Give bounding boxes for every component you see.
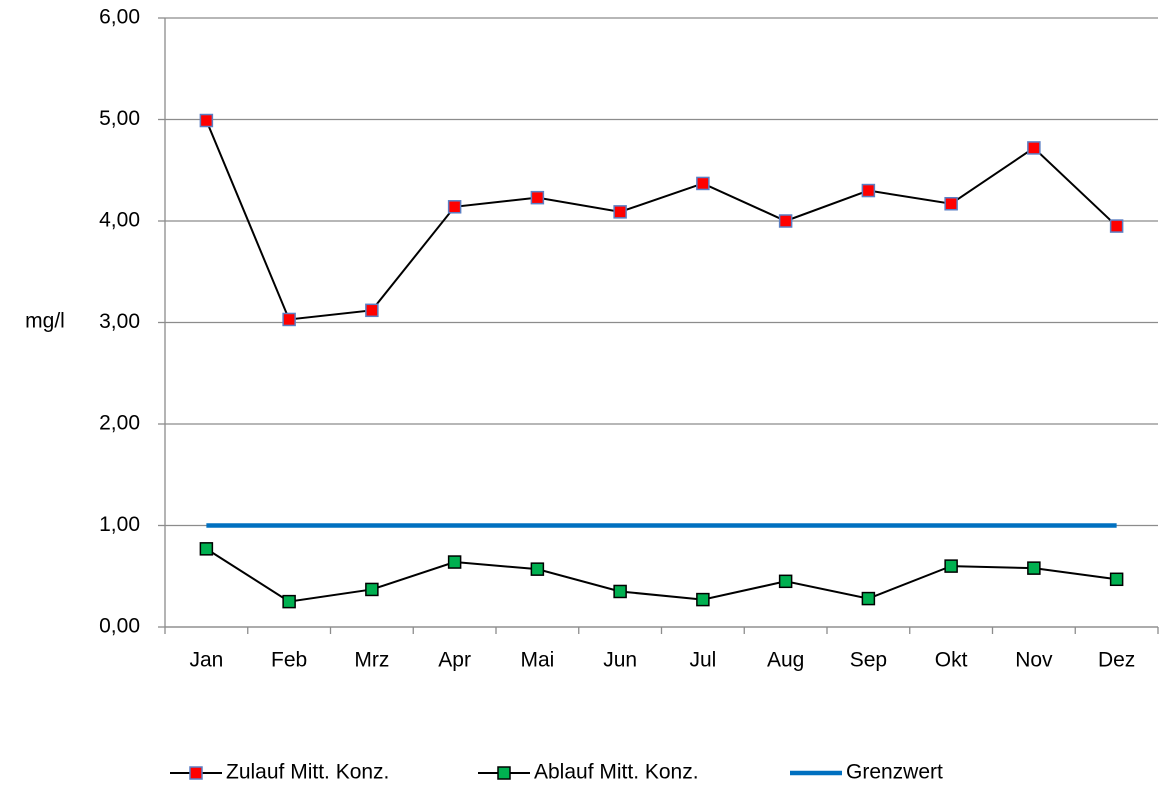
data-point bbox=[778, 574, 793, 589]
series-line bbox=[205, 120, 1118, 321]
data-point bbox=[1027, 561, 1041, 575]
data-point bbox=[530, 562, 545, 576]
data-point bbox=[613, 205, 627, 219]
data-point bbox=[1109, 219, 1124, 233]
data-point bbox=[861, 591, 876, 606]
legend-label: Zulauf Mitt. Konz. bbox=[226, 761, 389, 784]
x-tick-label: Okt bbox=[935, 649, 968, 672]
x-tick-label: Jan bbox=[189, 649, 223, 672]
data-point bbox=[447, 555, 462, 569]
data-point bbox=[530, 190, 545, 205]
data-point bbox=[1109, 572, 1124, 587]
series-line bbox=[205, 548, 1117, 603]
x-tick-label: Jun bbox=[603, 649, 637, 672]
data-point bbox=[944, 559, 958, 573]
x-tick-label: Mai bbox=[520, 649, 554, 672]
y-tick-label: 0,00 bbox=[99, 615, 140, 638]
x-tick-label: Feb bbox=[271, 649, 307, 672]
y-tick-label: 4,00 bbox=[99, 209, 140, 232]
legend-label: Grenzwert bbox=[846, 761, 943, 784]
data-point bbox=[199, 113, 214, 128]
data-point bbox=[861, 183, 876, 198]
y-tick-label: 5,00 bbox=[99, 107, 140, 130]
data-point bbox=[365, 582, 379, 597]
legend-marker bbox=[189, 766, 203, 780]
legend-marker bbox=[497, 766, 511, 780]
data-point bbox=[365, 303, 379, 318]
x-tick-label: Aug bbox=[767, 649, 804, 672]
data-point bbox=[282, 594, 296, 609]
data-point bbox=[613, 584, 627, 599]
legend-label: Ablauf Mitt. Konz. bbox=[534, 761, 699, 784]
x-tick-label: Sep bbox=[850, 649, 887, 672]
data-point bbox=[447, 200, 462, 214]
x-tick-label: Mrz bbox=[354, 649, 389, 672]
data-point bbox=[778, 214, 793, 228]
y-axis-label: mg/l bbox=[25, 310, 65, 333]
data-point bbox=[696, 592, 710, 607]
data-point bbox=[944, 196, 958, 211]
x-tick-label: Jul bbox=[689, 649, 716, 672]
data-point bbox=[696, 176, 710, 191]
data-point bbox=[1027, 141, 1041, 155]
data-point bbox=[282, 312, 296, 327]
y-tick-label: 6,00 bbox=[99, 6, 140, 29]
y-tick-label: 1,00 bbox=[99, 513, 140, 536]
x-tick-label: Nov bbox=[1015, 649, 1053, 672]
data-point bbox=[199, 542, 214, 556]
x-tick-label: Apr bbox=[438, 649, 471, 672]
x-tick-label: Dez bbox=[1098, 649, 1135, 672]
y-tick-label: 3,00 bbox=[99, 310, 140, 333]
y-tick-label: 2,00 bbox=[99, 412, 140, 435]
